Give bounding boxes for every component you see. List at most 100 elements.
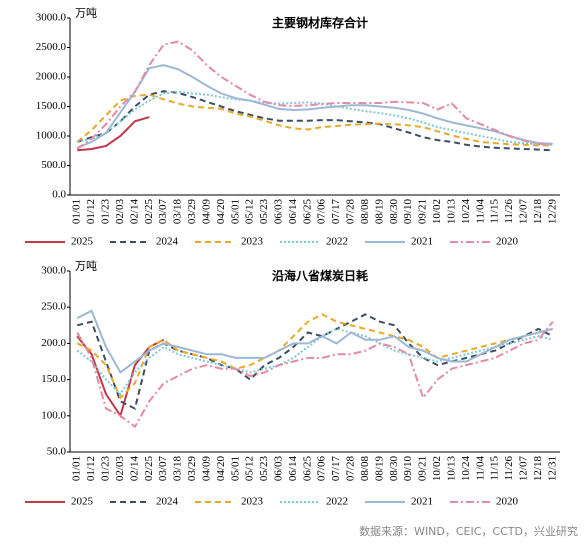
- x-tick-label: 03/07: [157, 199, 169, 225]
- legend-label: 2020: [496, 496, 519, 508]
- legend-label: 2024: [156, 236, 179, 248]
- chart-title: 主要钢材库存合计: [272, 15, 368, 30]
- x-tick-label: 06/25: [301, 199, 313, 225]
- x-tick-label: 06/14: [287, 199, 299, 225]
- legend-label: 2023: [241, 236, 264, 248]
- x-tick-label: 08/30: [388, 199, 400, 225]
- series-line: [76, 90, 553, 152]
- x-tick-label: 11/26: [503, 456, 515, 481]
- x-tick-label: 04/20: [215, 199, 227, 225]
- series-line: [76, 335, 165, 419]
- series-line: [76, 93, 553, 147]
- x-tick-label: 10/24: [460, 199, 472, 225]
- x-tick-label: 07/17: [330, 199, 342, 225]
- y-tick-label: 1500.0: [36, 100, 67, 112]
- x-tick-label: 02/25: [143, 199, 155, 225]
- x-tick-label: 04/20: [215, 456, 227, 482]
- x-tick-label: 05/12: [244, 456, 256, 481]
- x-tick-label: 12/18: [532, 199, 544, 225]
- x-tick-label: 04/09: [200, 456, 212, 482]
- legend-label: 2025: [71, 496, 94, 508]
- x-tick-label: 08/30: [388, 456, 400, 482]
- x-tick-label: 06/14: [287, 456, 299, 482]
- series-line: [76, 90, 553, 146]
- y-tick-label: 2000.0: [36, 71, 67, 83]
- x-tick-label: 09/21: [417, 199, 429, 224]
- y-tick-label: 300.0: [41, 265, 66, 277]
- x-tick-label: 10/13: [445, 456, 457, 482]
- x-tick-label: 05/01: [229, 199, 241, 224]
- legend-label: 2025: [71, 236, 94, 248]
- x-tick-label: 01/23: [100, 456, 112, 482]
- x-tick-label: 10/24: [460, 456, 472, 482]
- legend-label: 2020: [496, 236, 519, 248]
- x-tick-label: 08/08: [359, 199, 371, 225]
- x-tick-label: 01/23: [100, 199, 112, 225]
- x-tick-label: 03/18: [172, 199, 184, 225]
- x-tick-label: 03/29: [186, 199, 198, 225]
- x-tick-label: 12/18: [532, 456, 544, 482]
- x-tick-label: 01/12: [85, 199, 97, 224]
- x-tick-label: 11/15: [489, 199, 501, 224]
- x-tick-label: 07/28: [345, 456, 357, 482]
- x-tick-label: 05/23: [258, 199, 270, 225]
- y-tick-label: 100.0: [41, 409, 66, 421]
- y-tick-label: 200.0: [41, 337, 66, 349]
- x-tick-label: 08/19: [373, 199, 385, 225]
- x-tick-label: 04/09: [200, 199, 212, 225]
- x-tick-label: 07/06: [316, 199, 328, 225]
- unit-label: 万吨: [75, 260, 97, 273]
- x-tick-label: 11/04: [474, 456, 486, 481]
- x-tick-label: 02/25: [143, 456, 155, 482]
- y-tick-label: 0.0: [52, 189, 66, 201]
- x-tick-label: 06/25: [301, 456, 313, 482]
- x-tick-label: 02/03: [114, 199, 126, 225]
- x-tick-label: 07/06: [316, 456, 328, 482]
- x-tick-label: 02/03: [114, 456, 126, 482]
- x-tick-label: 06/03: [273, 199, 285, 225]
- y-tick-label: 1000.0: [36, 130, 67, 142]
- x-tick-label: 10/13: [445, 199, 457, 225]
- x-tick-label: 05/23: [258, 456, 270, 482]
- y-tick-label: 50.0: [47, 446, 67, 458]
- x-tick-label: 03/07: [157, 456, 169, 482]
- y-tick-label: 150.0: [41, 373, 66, 385]
- x-tick-label: 01/01: [71, 456, 83, 481]
- y-tick-label: 250.0: [41, 301, 66, 313]
- x-tick-label: 03/29: [186, 456, 198, 482]
- x-tick-label: 05/01: [229, 456, 241, 481]
- x-tick-label: 03/18: [172, 456, 184, 482]
- x-tick-label: 12/29: [546, 199, 558, 225]
- y-tick-label: 500.0: [41, 159, 66, 171]
- x-tick-label: 06/03: [273, 456, 285, 482]
- x-tick-label: 11/26: [503, 199, 515, 224]
- y-tick-label: 2500.0: [36, 41, 67, 53]
- series-line: [76, 309, 554, 374]
- source: 数据来源：WIND，CEIC，CCTD，兴业研究: [359, 524, 578, 538]
- x-tick-label: 12/31: [546, 456, 558, 481]
- x-tick-label: 12/07: [518, 199, 530, 225]
- series-line: [76, 40, 553, 150]
- legend-label: 2024: [156, 496, 179, 508]
- x-tick-label: 12/07: [518, 456, 530, 482]
- x-tick-label: 01/12: [85, 456, 97, 481]
- x-tick-label: 09/10: [402, 199, 414, 225]
- legend-label: 2022: [326, 236, 348, 248]
- x-tick-label: 09/21: [417, 456, 429, 481]
- x-tick-label: 02/14: [128, 456, 140, 482]
- series-line: [76, 321, 554, 429]
- x-tick-label: 07/17: [330, 456, 342, 482]
- y-tick-label: 3000.0: [36, 12, 67, 24]
- chart-title: 沿海八省煤炭日耗: [271, 268, 368, 283]
- series-line: [76, 327, 554, 396]
- x-tick-label: 08/19: [373, 456, 385, 482]
- x-tick-label: 10/02: [431, 456, 443, 481]
- legend-label: 2021: [411, 236, 433, 248]
- series-line: [77, 116, 150, 152]
- unit-label: 万吨: [75, 7, 97, 20]
- x-tick-label: 08/08: [359, 456, 371, 482]
- series-line: [76, 64, 553, 149]
- x-tick-label: 05/12: [244, 199, 256, 224]
- legend-label: 2021: [411, 496, 433, 508]
- x-tick-label: 09/10: [402, 456, 414, 482]
